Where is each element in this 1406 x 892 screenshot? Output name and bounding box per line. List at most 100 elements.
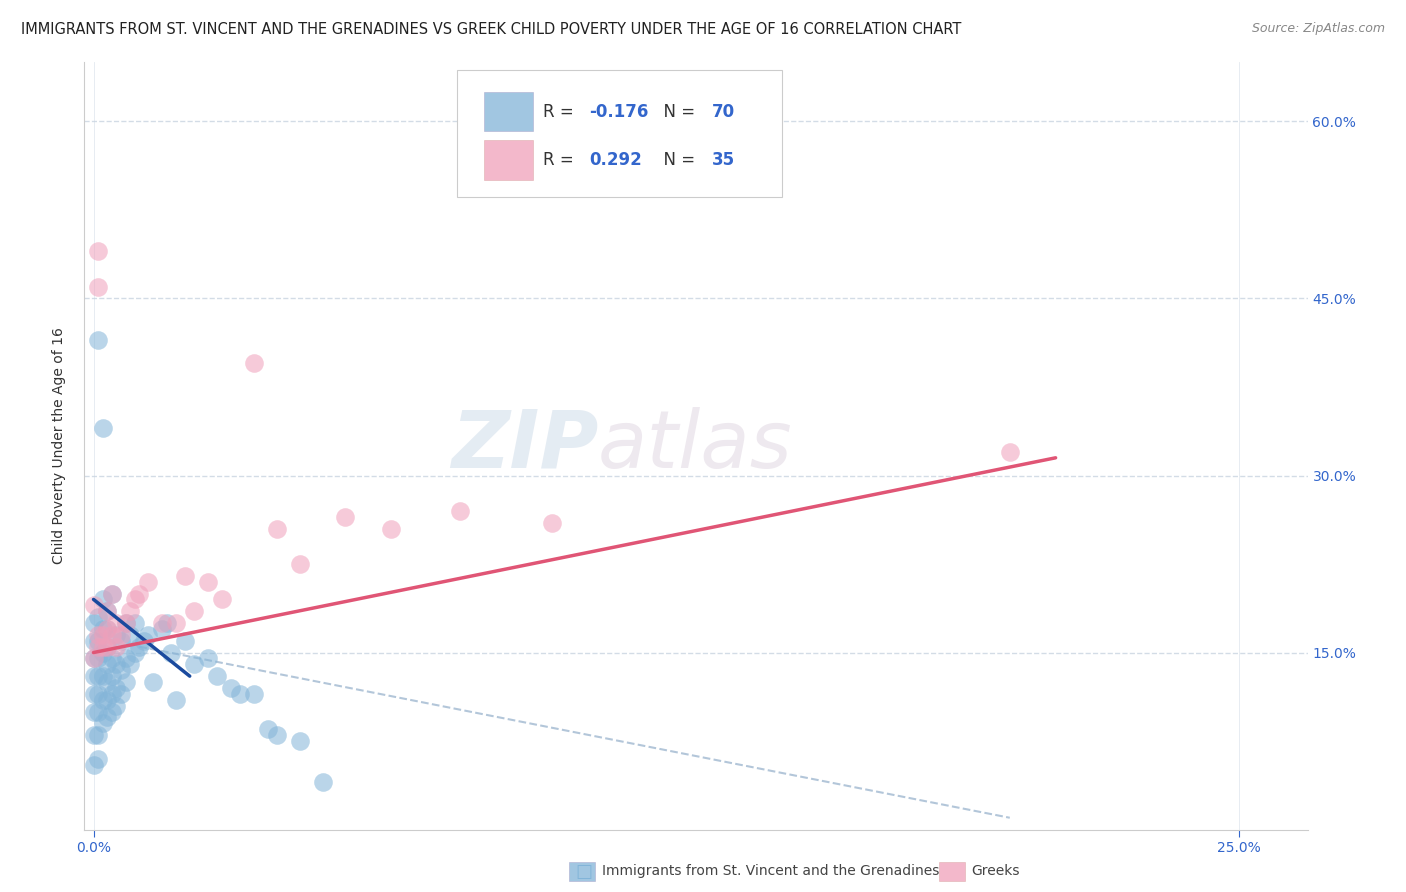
Point [96,640,118,654]
Point [138,574,160,589]
Point [101,628,124,642]
Point [114,651,136,665]
Point [110,687,132,701]
Point [87,610,110,624]
Point [83,669,105,683]
Point [540,516,562,530]
Point [449,504,471,518]
Point [174,633,197,648]
Point [243,687,266,701]
Point [124,592,146,607]
Point [128,586,150,600]
Point [211,592,233,607]
Point [91,646,114,660]
Point [110,628,132,642]
Point [120,628,142,642]
Point [83,705,105,719]
Point [83,728,105,742]
Point [96,622,118,636]
Point [132,633,155,648]
Point [183,604,205,618]
Point [266,728,288,742]
Point [205,669,228,683]
Point [87,333,110,347]
Point [120,657,142,672]
Text: ZIP: ZIP [451,407,598,485]
Point [87,279,110,293]
Point [101,669,124,683]
Point [91,421,114,435]
Point [101,687,124,701]
Text: R =: R = [543,103,579,120]
Point [96,604,118,618]
Point [138,628,160,642]
Point [96,710,118,724]
Point [87,687,110,701]
Point [91,628,114,642]
Point [87,669,110,683]
Point [91,592,114,607]
Point [114,615,136,630]
Point [266,522,288,536]
Point [83,633,105,648]
Point [83,651,105,665]
Point [105,698,128,713]
Point [91,716,114,731]
Text: atlas: atlas [598,407,793,485]
Point [96,640,118,654]
Point [197,651,219,665]
Text: Greeks: Greeks [972,864,1019,879]
Point [114,615,136,630]
Point [87,651,110,665]
Point [156,615,179,630]
Point [91,669,114,683]
Point [105,657,128,672]
Point [128,640,150,654]
Point [380,522,402,536]
Text: N =: N = [654,103,700,120]
Point [91,640,114,654]
Point [150,615,173,630]
Text: IMMIGRANTS FROM ST. VINCENT AND THE GRENADINES VS GREEK CHILD POVERTY UNDER THE : IMMIGRANTS FROM ST. VINCENT AND THE GREN… [21,22,962,37]
Point [243,356,266,370]
Point [110,633,132,648]
Point [87,628,110,642]
Point [120,604,142,618]
Point [83,757,105,772]
Point [288,557,311,571]
Text: N =: N = [654,151,700,169]
Point [87,640,110,654]
Point [165,615,187,630]
Point [150,622,173,636]
Point [124,646,146,660]
Point [197,574,219,589]
Point [96,657,118,672]
Point [91,622,114,636]
Text: Source: ZipAtlas.com: Source: ZipAtlas.com [1251,22,1385,36]
Point [256,723,278,737]
FancyBboxPatch shape [484,92,533,131]
Point [288,734,311,748]
Point [160,646,183,660]
Point [105,628,128,642]
Point [165,692,187,706]
Point [114,675,136,690]
FancyBboxPatch shape [484,140,533,180]
Y-axis label: Child Poverty Under the Age of 16: Child Poverty Under the Age of 16 [52,327,66,565]
Point [87,728,110,742]
Point [142,675,165,690]
Text: -0.176: -0.176 [589,103,650,120]
Text: 0.292: 0.292 [589,151,643,169]
Point [311,775,333,789]
Point [87,633,110,648]
Point [335,509,357,524]
Point [87,752,110,766]
Point [91,692,114,706]
Point [998,445,1021,459]
Point [87,705,110,719]
Text: 70: 70 [711,103,735,120]
Point [105,615,128,630]
Point [96,604,118,618]
Point [83,687,105,701]
Point [105,681,128,695]
